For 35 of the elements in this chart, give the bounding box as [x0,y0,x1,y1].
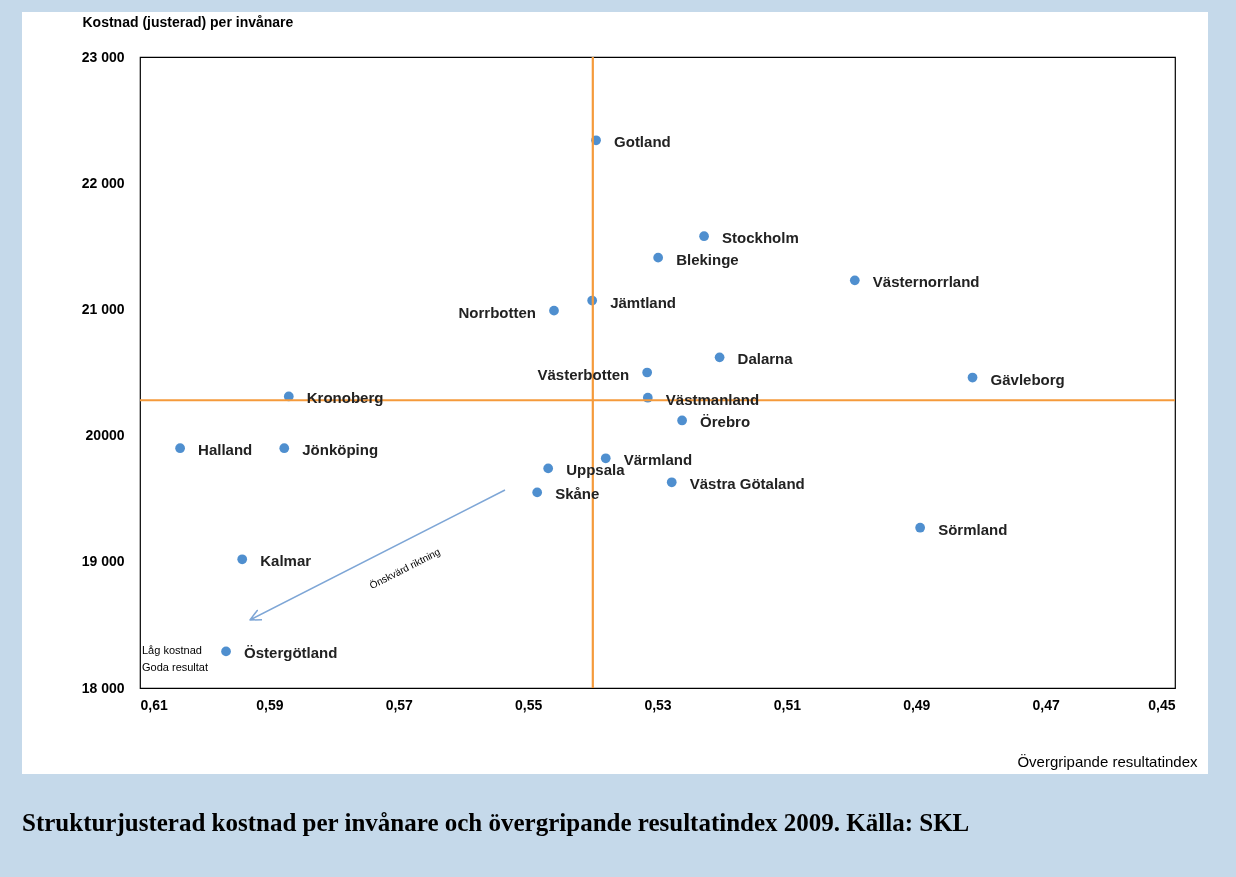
annotation: Värmland [623,451,693,469]
annotation: Västernorrland [872,273,980,291]
annotation: Jönköping [302,441,379,459]
x-tick-label: 0,55 [515,696,543,713]
annotation: Gotland [614,133,671,151]
y-tick-label: 21 000 [81,300,125,317]
x-tick-label: 0,61 [140,696,168,713]
annotation: Norrbotten [458,303,536,321]
annotation: Västra Götaland [689,475,805,493]
annotation: Låg kostnad Goda resultat [142,644,209,673]
annotation: Blekinge [676,250,739,268]
x-tick-label: 0,45 [1148,696,1176,713]
annotation: Stockholm [722,229,799,247]
x-tick-label: 0,59 [256,696,284,713]
annotation: Halland [198,441,253,459]
y-tick-label: 19 000 [81,553,125,570]
annotation: Gävleborg [990,370,1065,388]
y-tick-label: 22 000 [81,174,125,191]
annotation: Sörmland [938,520,1008,538]
x-tick-label: 0,49 [903,696,931,713]
x-tick-label: 0,51 [773,696,802,713]
annotation: Jämtland [610,293,677,311]
x-tick-label: 0,57 [385,696,414,713]
x-tick-label: 0,53 [644,696,672,713]
y-tick-label: 20000 [85,427,125,444]
annotation: Kalmar [260,552,312,570]
y-tick-label: 18 000 [81,679,125,696]
x-axis-title: Övergripande resultatindex [1017,752,1198,770]
y-axis-title: Kostnad (justerad) per invånare [82,13,294,30]
y-tick-label: 23 000 [81,48,125,65]
text: Strukturjusterad kostnad per invånare och övergripande resultatindex 2009. Källa: SKL [22,808,971,838]
annotation: Östergötland [244,644,338,662]
x-tick-label: 0,47 [1032,696,1060,713]
annotation: Dalarna [737,350,794,368]
annotation: Örebro [700,413,751,431]
